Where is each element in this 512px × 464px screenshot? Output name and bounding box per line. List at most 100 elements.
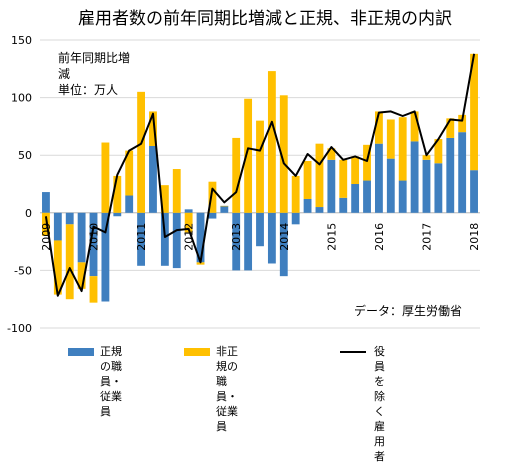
x-tick-label: 2012 bbox=[183, 223, 196, 251]
legend-label-regular: 正規の職員・ 従業員 bbox=[100, 345, 122, 418]
bar-regular bbox=[101, 212, 110, 302]
bar-regular bbox=[220, 205, 229, 213]
x-tick-label: 2014 bbox=[278, 223, 291, 251]
bar-regular bbox=[410, 141, 419, 213]
bar-nonregular bbox=[232, 137, 241, 213]
chart: -100 -50 0 50 100 150 2009 2010 2011 2012 2013 201… bbox=[7, 34, 481, 335]
bar-regular bbox=[256, 212, 264, 247]
bar-nonregular bbox=[339, 159, 348, 198]
bar-nonregular bbox=[42, 212, 50, 236]
bar-nonregular bbox=[374, 111, 383, 144]
bar-nonregular bbox=[125, 150, 134, 196]
bar-regular bbox=[470, 170, 478, 213]
bar-nonregular bbox=[244, 98, 253, 213]
bar-regular bbox=[184, 209, 193, 213]
y-axis-label-line: 単位：万人 bbox=[58, 83, 119, 97]
bar-nonregular bbox=[327, 148, 336, 160]
legend-line-total bbox=[340, 351, 366, 353]
x-tick-label: 2009 bbox=[40, 223, 53, 251]
y-axis-label-line: 前年同期比増 bbox=[58, 51, 131, 65]
y-tick-label: 100 bbox=[11, 92, 32, 105]
bar-regular bbox=[422, 159, 431, 213]
total-line bbox=[44, 53, 476, 297]
bar-nonregular bbox=[351, 156, 360, 184]
bar-regular bbox=[315, 207, 324, 213]
legend-swatch-nonregular bbox=[184, 348, 210, 356]
bar-nonregular bbox=[89, 276, 98, 303]
bar-regular bbox=[89, 212, 98, 277]
bar-regular bbox=[279, 212, 288, 277]
bar-regular bbox=[65, 212, 74, 225]
bar-regular bbox=[208, 212, 217, 219]
bar-regular bbox=[77, 212, 86, 263]
y-axis-label-line: 減 bbox=[58, 67, 71, 81]
bar-regular bbox=[386, 158, 395, 213]
bar-nonregular bbox=[386, 119, 395, 159]
bar-nonregular bbox=[291, 175, 300, 213]
bar-nonregular bbox=[137, 91, 146, 213]
bar-regular bbox=[327, 159, 336, 213]
x-tick-label: 2017 bbox=[420, 223, 433, 251]
bar-regular bbox=[137, 212, 146, 266]
x-tick-label: 2016 bbox=[373, 223, 386, 251]
bar-nonregular bbox=[53, 240, 62, 295]
bar-regular bbox=[232, 212, 241, 271]
bar-nonregular bbox=[184, 212, 193, 233]
x-tick-label: 2013 bbox=[230, 223, 243, 251]
bar-regular bbox=[446, 137, 455, 213]
bars bbox=[42, 53, 478, 303]
bar-regular bbox=[363, 180, 371, 213]
bar-regular bbox=[398, 180, 407, 213]
y-tick-label: -100 bbox=[7, 322, 32, 335]
legend-label-nonregular: 非正規の職員・従業員 bbox=[216, 345, 238, 433]
x-tick-label: 2015 bbox=[325, 223, 338, 251]
bar-regular bbox=[303, 198, 312, 213]
y-tick-label: 50 bbox=[18, 149, 32, 162]
total-line-path bbox=[44, 53, 476, 297]
bar-nonregular bbox=[256, 120, 264, 213]
legend-label-total: 役員を除く 雇用者 bbox=[374, 345, 385, 463]
bar-regular bbox=[160, 212, 169, 266]
chart-title: 雇用者数の前年同期比増減と正規、非正規の内訳 bbox=[78, 9, 452, 29]
y-axis-label: 前年同期比増 減 単位：万人 bbox=[58, 50, 148, 98]
bar-nonregular bbox=[172, 169, 181, 213]
bar-nonregular bbox=[279, 95, 288, 213]
bar-nonregular bbox=[446, 118, 455, 138]
x-tick-label: 2011 bbox=[135, 223, 148, 251]
legend-swatch-regular bbox=[68, 348, 94, 356]
bar-regular bbox=[172, 212, 181, 269]
bar-nonregular bbox=[410, 111, 419, 142]
bar-regular bbox=[149, 145, 157, 213]
bar-nonregular bbox=[113, 175, 122, 213]
bar-nonregular bbox=[65, 224, 74, 300]
bar-nonregular bbox=[434, 139, 443, 164]
bar-regular bbox=[125, 195, 134, 213]
bar-nonregular bbox=[196, 262, 205, 265]
bar-nonregular bbox=[422, 155, 431, 160]
bar-regular bbox=[267, 212, 276, 264]
bar-nonregular bbox=[101, 142, 110, 213]
x-tick-label: 2010 bbox=[88, 223, 101, 251]
bar-regular bbox=[291, 212, 300, 225]
bar-regular bbox=[374, 143, 383, 213]
bar-nonregular bbox=[267, 71, 276, 213]
bar-nonregular bbox=[77, 262, 86, 289]
x-tick-label: 2018 bbox=[468, 223, 481, 251]
bar-nonregular bbox=[160, 185, 169, 213]
y-tick-label: 0 bbox=[25, 207, 32, 220]
bar-regular bbox=[458, 132, 467, 213]
bar-regular bbox=[113, 212, 122, 217]
bar-regular bbox=[339, 197, 348, 213]
bar-nonregular bbox=[398, 117, 407, 181]
bar-nonregular bbox=[363, 144, 371, 181]
bar-nonregular bbox=[458, 114, 467, 133]
y-tick-label: 150 bbox=[11, 34, 32, 47]
bar-regular bbox=[244, 212, 253, 271]
bar-regular bbox=[196, 212, 205, 263]
y-tick-label: -50 bbox=[14, 264, 32, 277]
bar-nonregular bbox=[220, 205, 229, 207]
bar-nonregular bbox=[149, 111, 157, 146]
source-note: データ：厚生労働省 bbox=[354, 304, 463, 318]
bar-regular bbox=[53, 212, 62, 241]
x-tick-labels: 2009 2010 2011 2012 2013 2014 2015 2016 2017 2018 bbox=[40, 223, 481, 251]
